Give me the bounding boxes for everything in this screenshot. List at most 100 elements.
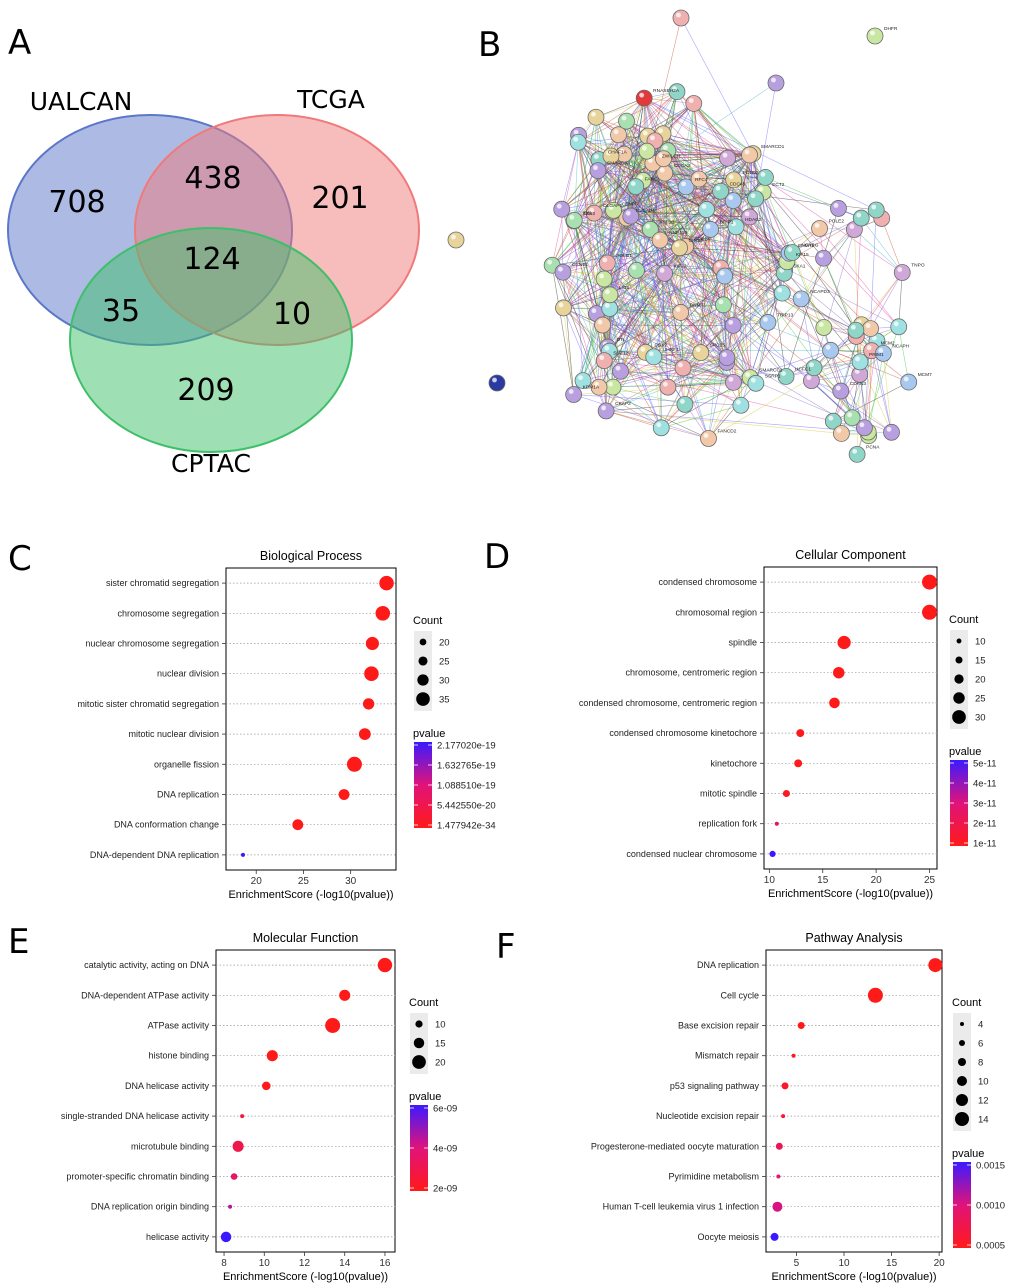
count-legend-title: Count [409,997,438,1009]
network-node-label: PCNA [866,444,880,450]
x-tick-label: 20 [934,1258,946,1269]
network-node [856,419,873,437]
category-label: DNA replication [697,960,759,970]
category-label: chromosome, centromeric region [625,668,757,678]
network-node [719,149,736,167]
category-label: nuclear division [157,669,219,679]
plot-title: Pathway Analysis [805,931,902,945]
pvalue-legend-label: 1.477942e-34 [437,821,496,832]
category-label: Cell cycle [720,990,759,1000]
panel-letter-d: D [484,537,510,577]
network-node [890,318,908,336]
panel-letter-c: C [8,539,32,579]
x-axis-label: EnrichmentScore (-log10(pvalue)) [768,888,933,900]
count-legend-dot [954,674,964,684]
count-legend-label: 6 [978,1039,983,1050]
network-node-label: NUP155 [669,230,687,236]
data-point [867,987,883,1003]
network-node [672,304,690,321]
network-node-label: EZH2 [583,211,596,217]
venn-label-cptac: CPTAC [171,449,251,478]
plot-frame [763,566,938,870]
data-point [794,759,803,768]
network-node [847,321,865,339]
network-node-label: KIF15 [796,252,809,258]
network-node-label: DHFR [884,26,898,32]
data-point [770,1232,779,1241]
category-label: Human T-cell leukemia virus 1 infection [603,1202,759,1212]
data-point [240,1114,245,1119]
network-node-label: NUSAP1 [636,208,656,214]
data-point [772,1201,783,1212]
count-legend-dot [955,1112,969,1126]
network-node-label: CDKN3 [850,381,867,387]
pvalue-legend-label: 1.088510e-19 [437,781,496,792]
data-point [325,1018,341,1033]
panel-letter-b: B [478,25,501,65]
network-node [598,254,616,272]
count-legend-title: Count [952,997,981,1009]
pvalue-legend-label: 0.0010 [976,1201,1005,1212]
count-legend-label: 4 [978,1020,983,1031]
count-legend-label: 15 [975,656,986,667]
venn-count-tcga-cptac: 10 [273,297,311,332]
network-node [554,263,572,281]
network-node [747,190,764,208]
x-tick-label: 12 [299,1258,311,1269]
data-point [781,1114,786,1119]
data-point [928,958,943,973]
count-legend-label: 20 [439,638,450,649]
count-legend-label: 20 [435,1058,446,1069]
category-label: mitotic spindle [700,789,757,799]
count-legend-dot [952,710,966,724]
network-node-label: UHRF1 [663,347,679,353]
network-node [724,316,742,334]
category-label: replication fork [698,819,757,829]
data-point [220,1231,232,1243]
data-point [232,1140,244,1152]
pvalue-legend-label: 3e-11 [973,799,997,810]
network-node [594,316,611,334]
network-node-label: PRIM1 [869,352,884,358]
network-node-label: DLGAP5 [603,203,622,209]
venn-count-cptac-only: 209 [177,373,234,408]
network-node-label: CCNB1 [572,262,589,268]
pvalue-legend-label: 4e-09 [433,1144,457,1155]
network-node [741,146,758,164]
network-node-label: HCFC1 [795,366,811,372]
network-node [652,419,670,437]
category-label: chromosomal region [675,607,757,617]
network-node-label: TRIP13 [777,312,794,318]
data-point [339,989,351,1001]
network-node-label: SMARCC1 [759,368,783,374]
network-node [674,359,692,377]
network-node-label: NCAPG [801,242,818,248]
count-legend-dot [959,1040,965,1046]
network-node [589,162,607,180]
network-node [685,95,703,112]
count-legend-dot [413,1037,425,1049]
data-point [292,819,304,831]
x-tick-label: 8 [221,1258,227,1269]
network-node-label: CBX2 [654,342,667,348]
count-legend-dot [956,1094,968,1106]
category-label: Nucleotide excision repair [656,1111,759,1121]
dotplot-molecular-function: Molecular Function catalytic activity, ac… [61,931,457,1283]
network-node [597,402,615,420]
x-tick-label: 20 [251,876,263,887]
network-node-label: CDCA3 [674,163,691,169]
network-node-label: TNPO [911,263,925,269]
count-legend-label: 10 [435,1020,446,1031]
pvalue-legend-label: 6e-09 [433,1104,457,1115]
count-legend-label: 15 [435,1039,446,1050]
network-node-label: TK1 [583,210,592,216]
category-label: p53 signaling pathway [670,1081,760,1091]
count-legend-label: 20 [975,675,986,686]
network-node [618,112,635,130]
network-node [601,286,619,304]
category-label: organelle fission [154,759,219,769]
category-label: DNA replication origin binding [91,1202,209,1212]
network-node [718,349,736,367]
data-point [769,850,776,858]
x-tick-label: 20 [871,875,883,886]
